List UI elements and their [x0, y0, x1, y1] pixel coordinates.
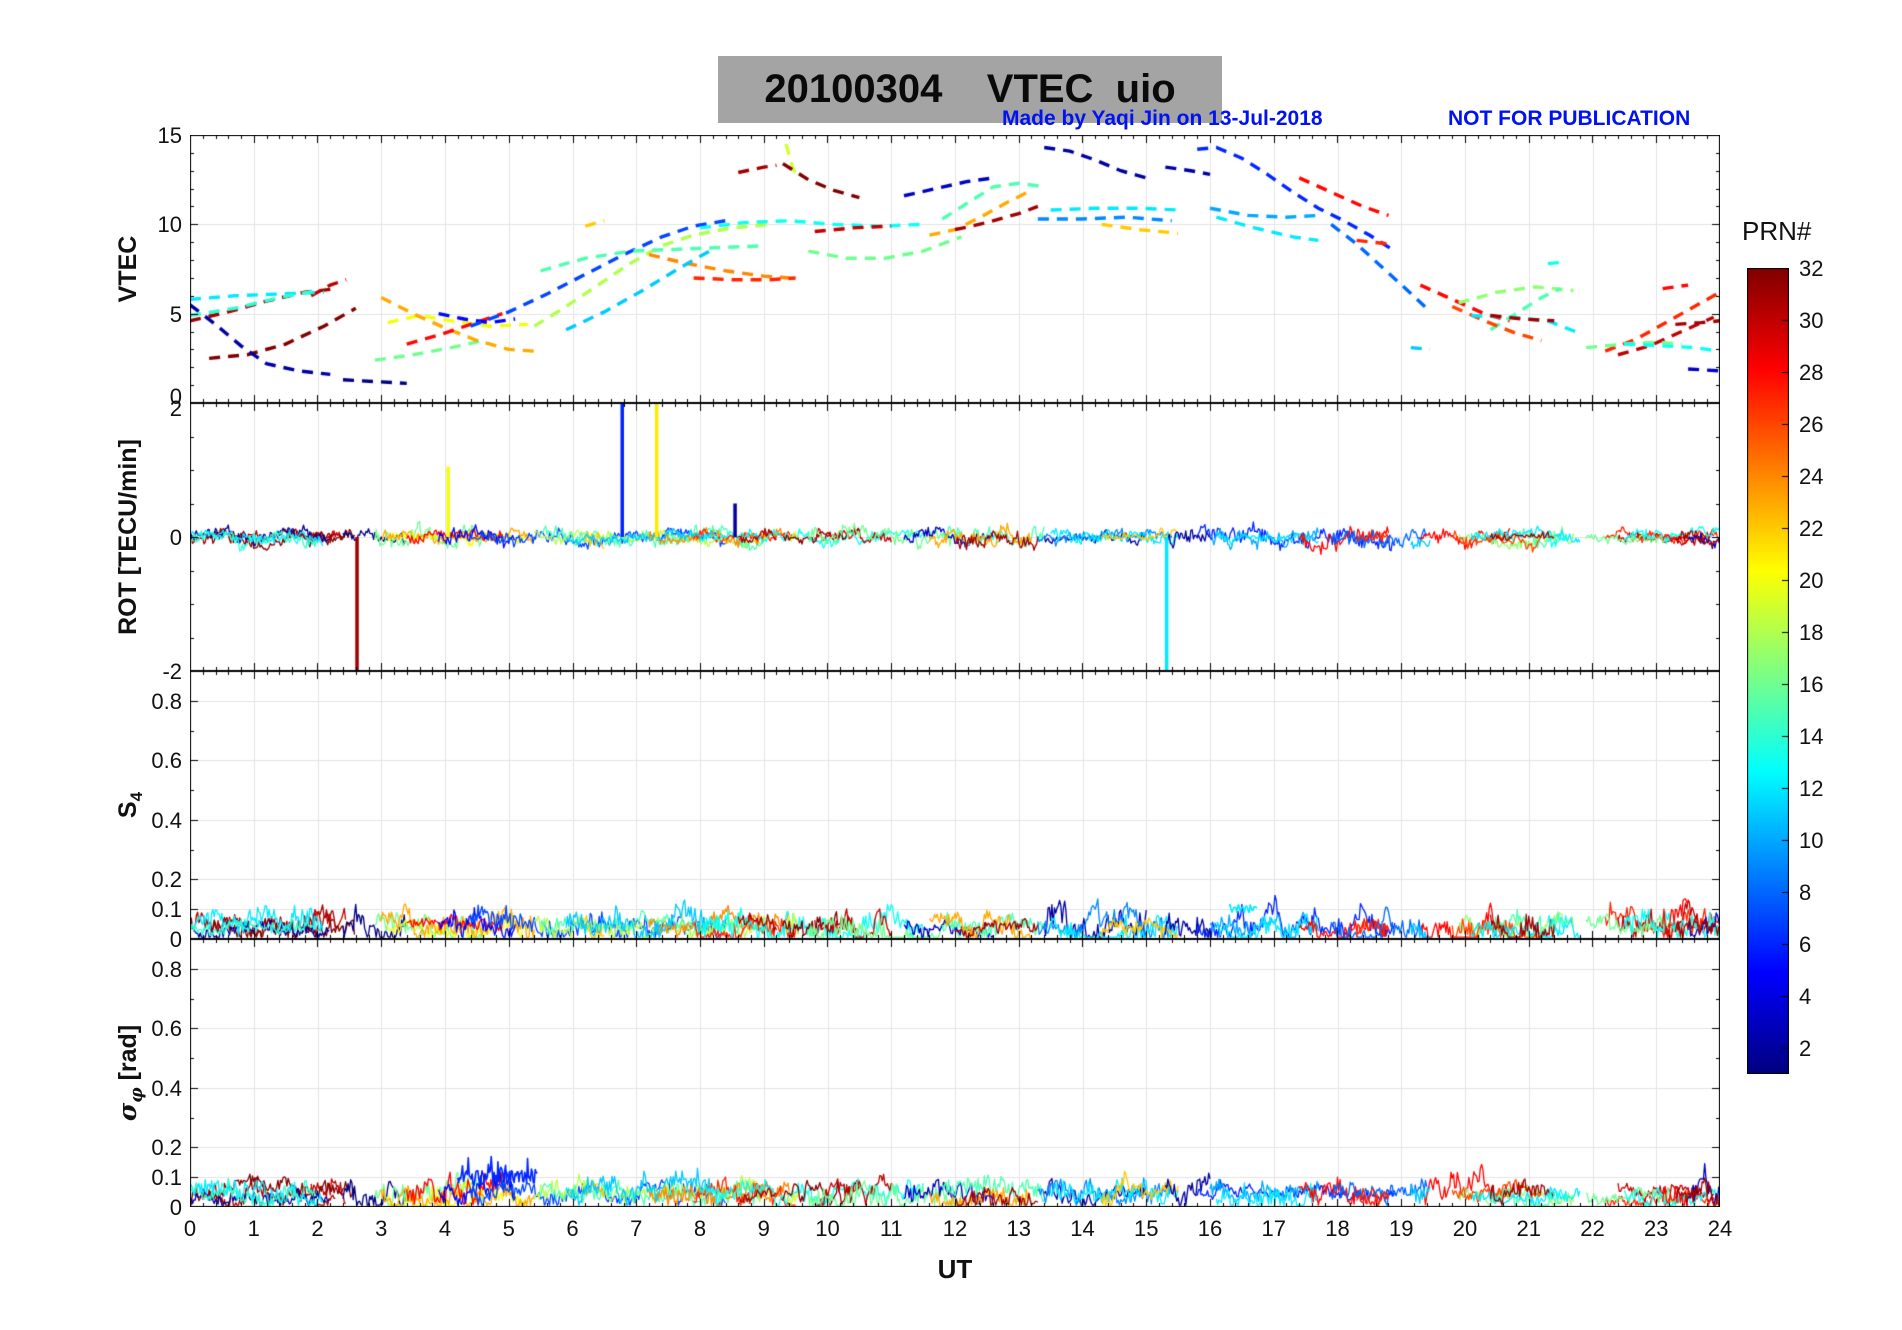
sigma-ytick-0.6: 0.6 [151, 1016, 182, 1042]
colorbar-tick-10: 10 [1799, 827, 1824, 853]
colorbar-tick-16: 16 [1799, 671, 1824, 697]
colorbar-tick-28: 28 [1799, 359, 1824, 385]
xtick-16: 16 [1197, 1216, 1223, 1241]
sigma-ytick-0.8: 0.8 [151, 956, 182, 982]
colorbar-tick-30: 30 [1799, 307, 1824, 333]
xtick-11: 11 [879, 1216, 903, 1241]
xtick-9: 9 [757, 1216, 770, 1241]
xtick-18: 18 [1325, 1216, 1350, 1241]
s4-ytick-0.4: 0.4 [151, 807, 182, 833]
xtick-17: 17 [1261, 1216, 1286, 1241]
vtec-panel-canvas [190, 135, 1720, 403]
s4-label-sub: 4 [127, 791, 146, 802]
xtick-1: 1 [247, 1216, 260, 1241]
colorbar-tick-14: 14 [1799, 723, 1824, 749]
xtick-6: 6 [566, 1216, 579, 1241]
xtick-20: 20 [1452, 1216, 1478, 1241]
colorbar-tick-32: 32 [1799, 255, 1824, 281]
sigma-ytick-0.2: 0.2 [151, 1135, 182, 1161]
xtick-7: 7 [630, 1216, 643, 1241]
sigma-panel-canvas [190, 939, 1720, 1207]
xtick-21: 21 [1516, 1216, 1541, 1241]
x-axis-label: UT [937, 1254, 973, 1284]
vtec-ytick-10: 10 [157, 212, 182, 238]
sigma-ytick-0.4: 0.4 [151, 1075, 182, 1101]
xtick-10: 10 [815, 1216, 840, 1241]
xtick-0: 0 [183, 1216, 197, 1241]
s4-ytick-0.1: 0.1 [151, 897, 182, 923]
vtec-ytick-5: 5 [169, 301, 182, 327]
colorbar-tick-22: 22 [1799, 515, 1824, 541]
xtick-24: 24 [1707, 1216, 1733, 1241]
vtec-ytick-15: 15 [157, 123, 182, 148]
rot-ytick-0: 0 [169, 525, 182, 550]
title-bar: 20100304 VTEC uio [718, 56, 1222, 123]
colorbar-title: PRN# [1742, 216, 1812, 246]
xtick-22: 22 [1580, 1216, 1605, 1241]
colorbar-tick-20: 20 [1799, 567, 1824, 593]
xtick-2: 2 [311, 1216, 324, 1241]
s4-ytick-0.2: 0.2 [151, 867, 182, 893]
colorbar-tick-8: 8 [1799, 879, 1812, 905]
colorbar-tick-26: 26 [1799, 411, 1824, 437]
xtick-19: 19 [1389, 1216, 1414, 1241]
rot-panel-canvas [190, 403, 1720, 671]
xtick-23: 23 [1644, 1216, 1669, 1241]
rot-ytick-2: 2 [169, 396, 182, 421]
xtick-15: 15 [1134, 1216, 1159, 1241]
xtick-3: 3 [375, 1216, 388, 1241]
s4-ytick-0.8: 0.8 [151, 688, 182, 714]
s4-ytick-0: 0 [169, 927, 182, 952]
s4-ytick-0.6: 0.6 [151, 748, 182, 774]
prn-colorbar [1747, 268, 1789, 1074]
colorbar-tick-6: 6 [1799, 931, 1812, 957]
colorbar-tick-2: 2 [1799, 1035, 1812, 1061]
xtick-14: 14 [1070, 1216, 1095, 1241]
sigma-label-main: σ [113, 1102, 142, 1122]
colorbar-tick-24: 24 [1799, 463, 1824, 489]
sigma-ytick-0.1: 0.1 [151, 1165, 182, 1191]
vtec-ytick-0: 0 [169, 384, 182, 409]
xtick-12: 12 [942, 1216, 968, 1241]
sigma-ytick-0: 0 [169, 1195, 182, 1220]
xtick-4: 4 [438, 1216, 452, 1241]
xtick-8: 8 [693, 1216, 707, 1241]
not-for-publication-label: NOT FOR PUBLICATION [1448, 107, 1691, 130]
s4-panel-canvas [190, 671, 1720, 939]
colorbar-tick-12: 12 [1799, 775, 1824, 801]
colorbar-tick-18: 18 [1799, 619, 1824, 645]
colorbar-tick-4: 4 [1799, 983, 1812, 1009]
rot-ytick--2: -2 [162, 659, 182, 684]
credit-text: Made by Yaqi Jin on 13-Jul-2018 [1002, 107, 1323, 130]
figure-title: 20100304 VTEC uio [764, 67, 1176, 111]
xtick-5: 5 [502, 1216, 515, 1241]
xtick-13: 13 [1006, 1216, 1031, 1241]
